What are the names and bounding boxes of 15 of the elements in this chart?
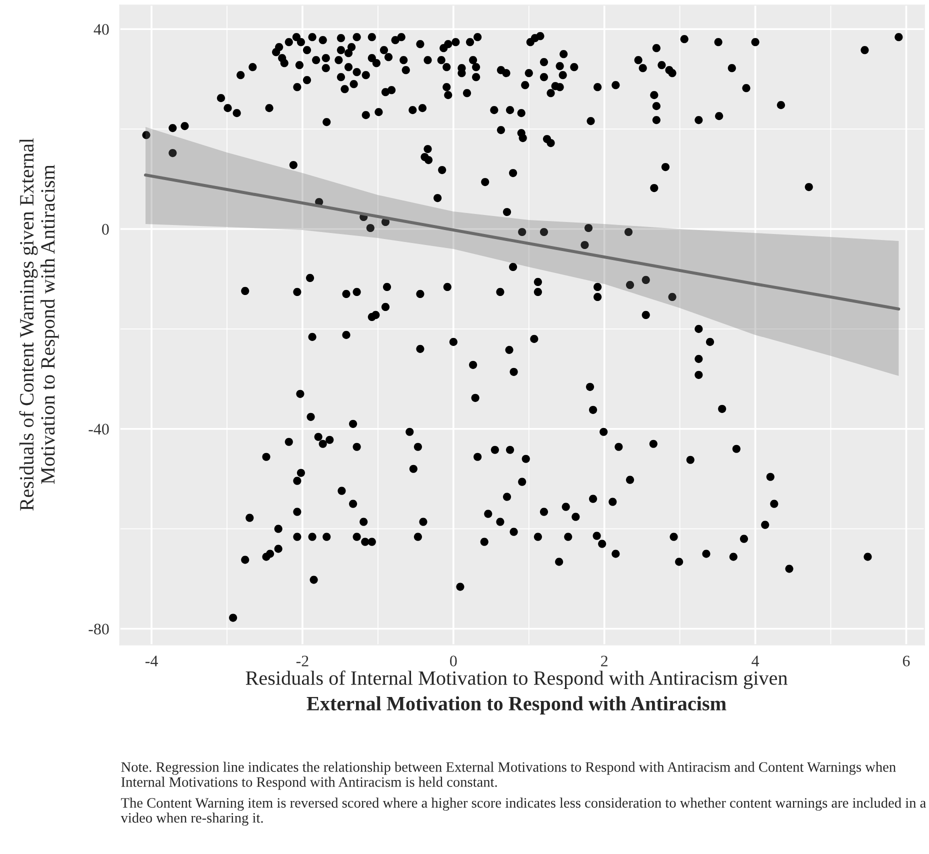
y-tick-label: -80 (88, 624, 109, 634)
x-tick-label: -4 (145, 656, 158, 666)
line-series (144, 174, 900, 310)
y-tick-label: 40 (94, 24, 109, 35)
y-axis-title: Residuals of Content Warnings given External Motivation to Respond with Antiracism (19, 138, 59, 511)
x-tick-label: -2 (296, 656, 308, 666)
x-tick-label: 6 (902, 656, 910, 666)
x-axis-title: Residuals of Internal Motivation to Respond with Antiracism given External Motivation to Respond with Antiracism (246, 670, 788, 715)
x-tick-label: 2 (601, 656, 608, 666)
text: The Content Warning item is reversed scored where a higher score indicates less consideration to whether content warnings are included in a video when re-sharing it. (120, 798, 926, 826)
x-tick-label: 4 (752, 656, 760, 666)
x-tick-label: 0 (450, 656, 457, 666)
y-tick-label: 0 (102, 224, 109, 235)
y-tick-label: -40 (88, 424, 109, 435)
text: Note. Regression line indicates the relationship between External Motivations to Respond with Antiracism and Content Warnings when Internal Motivations to Respond with Antiracism is held constant. (121, 762, 896, 790)
